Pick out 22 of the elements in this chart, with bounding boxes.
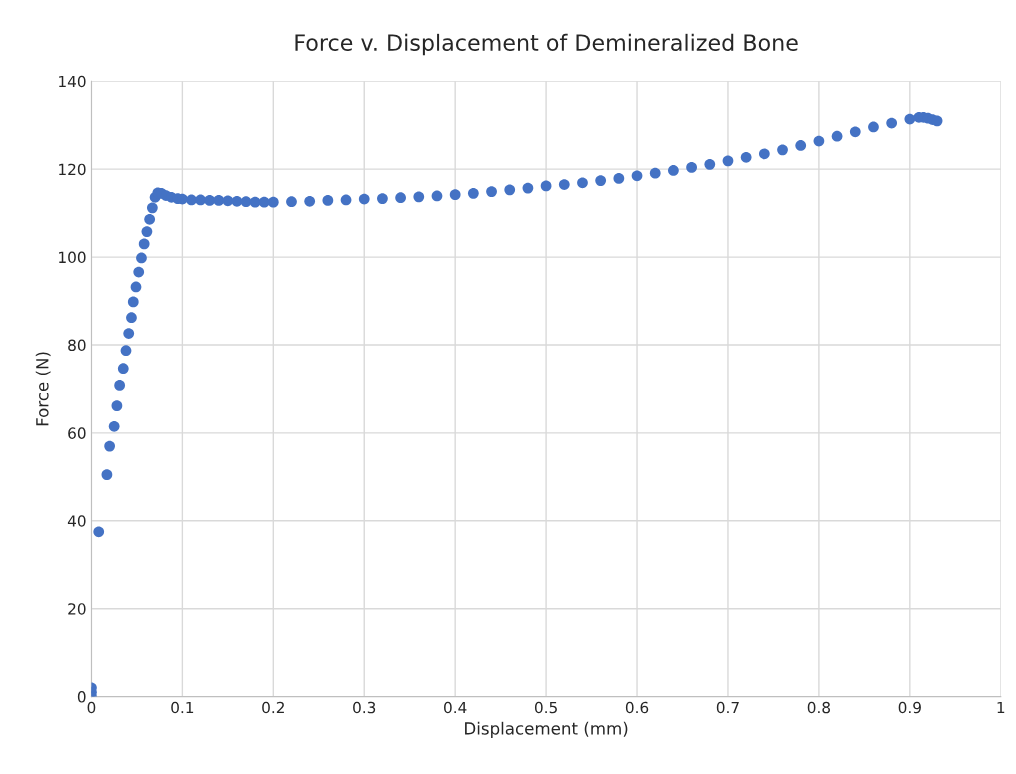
x-tick-label: 0.2 bbox=[262, 701, 284, 714]
x-tick-label: 0.5 bbox=[534, 701, 557, 714]
x-tick-label: 0.3 bbox=[353, 701, 376, 714]
x-axis-title: Displacement (mm) bbox=[465, 721, 628, 738]
y-axis-title: Force (N) bbox=[35, 352, 51, 426]
x-tick-label: 0.9 bbox=[898, 701, 921, 714]
chart-title: Force v. Displacement of Demineralized Bone bbox=[295, 33, 798, 56]
x-tick-label: 0.4 bbox=[444, 701, 467, 714]
x-tick-label: 1 bbox=[997, 701, 1005, 714]
x-tick-label: 0.7 bbox=[716, 701, 739, 714]
y-tick-label: 40 bbox=[67, 515, 86, 527]
y-tick-label: 120 bbox=[59, 163, 86, 176]
y-tick-label: 20 bbox=[68, 603, 86, 615]
y-tick-label: 140 bbox=[59, 75, 86, 88]
y-tick-label: 60 bbox=[68, 427, 86, 439]
x-tick-label: 0 bbox=[87, 701, 96, 714]
y-tick-label: 100 bbox=[59, 251, 86, 264]
y-tick-label: 0 bbox=[77, 691, 86, 703]
y-tick-label: 80 bbox=[68, 339, 86, 351]
x-tick-label: 0.8 bbox=[807, 701, 830, 714]
x-tick-label: 0.6 bbox=[625, 701, 649, 714]
x-tick-label: 0.1 bbox=[171, 701, 194, 714]
